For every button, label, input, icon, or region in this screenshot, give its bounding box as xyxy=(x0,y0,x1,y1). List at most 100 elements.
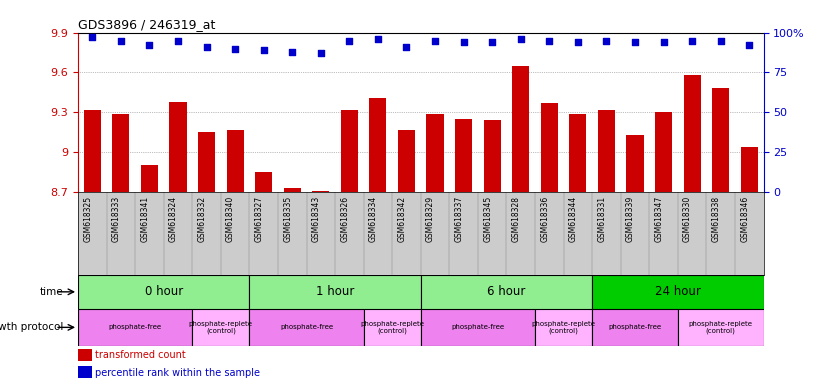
Bar xyxy=(484,120,501,192)
Point xyxy=(657,39,670,45)
Bar xyxy=(369,98,387,192)
Text: transformed count: transformed count xyxy=(95,350,186,360)
Text: GSM618346: GSM618346 xyxy=(741,196,750,242)
Bar xyxy=(250,275,421,309)
Text: GSM618345: GSM618345 xyxy=(484,196,492,242)
Text: GSM618328: GSM618328 xyxy=(511,196,521,242)
Bar xyxy=(569,114,586,192)
Bar xyxy=(84,110,101,192)
Text: phosphate-free: phosphate-free xyxy=(108,324,162,330)
Text: time: time xyxy=(40,287,64,297)
Text: GSM618332: GSM618332 xyxy=(198,196,207,242)
Bar xyxy=(712,88,729,192)
Point xyxy=(200,44,213,50)
Text: 0 hour: 0 hour xyxy=(144,285,183,298)
Bar xyxy=(678,309,764,346)
Text: 6 hour: 6 hour xyxy=(488,285,525,298)
Bar xyxy=(255,172,273,192)
Point xyxy=(714,38,727,44)
Text: GSM618342: GSM618342 xyxy=(397,196,406,242)
Point xyxy=(628,39,641,45)
Text: phosphate-replete
(control): phosphate-replete (control) xyxy=(360,321,424,334)
Point xyxy=(143,42,156,48)
Bar xyxy=(426,114,443,192)
Text: 24 hour: 24 hour xyxy=(655,285,701,298)
Point xyxy=(343,38,356,44)
Text: GSM618326: GSM618326 xyxy=(341,196,350,242)
Text: GSM618344: GSM618344 xyxy=(569,196,578,242)
Text: percentile rank within the sample: percentile rank within the sample xyxy=(95,367,260,377)
Bar xyxy=(455,119,472,192)
Text: GSM618336: GSM618336 xyxy=(540,196,549,242)
Bar xyxy=(192,309,250,346)
Bar xyxy=(78,309,192,346)
Bar xyxy=(78,275,250,309)
Text: growth protocol: growth protocol xyxy=(0,322,64,333)
Bar xyxy=(655,112,672,192)
Text: GSM618347: GSM618347 xyxy=(654,196,663,242)
Bar xyxy=(141,166,158,192)
Bar xyxy=(421,309,535,346)
Point xyxy=(457,39,470,45)
Bar xyxy=(78,366,92,379)
Text: GSM618331: GSM618331 xyxy=(598,196,607,242)
Point xyxy=(85,34,99,40)
Text: phosphate-free: phosphate-free xyxy=(608,324,662,330)
Bar xyxy=(78,349,92,361)
Text: GSM618341: GSM618341 xyxy=(140,196,149,242)
Point xyxy=(571,39,585,45)
Point xyxy=(686,38,699,44)
Text: phosphate-replete
(control): phosphate-replete (control) xyxy=(531,321,595,334)
Text: GSM618339: GSM618339 xyxy=(626,196,635,242)
Point xyxy=(314,50,328,56)
Bar xyxy=(198,132,215,192)
Point xyxy=(400,44,413,50)
Text: GSM618327: GSM618327 xyxy=(255,196,264,242)
Bar xyxy=(741,147,758,192)
Text: GSM618334: GSM618334 xyxy=(369,196,378,242)
Bar xyxy=(341,110,358,192)
Text: GSM618325: GSM618325 xyxy=(83,196,92,242)
Point xyxy=(371,36,384,42)
Bar xyxy=(227,129,244,192)
Point xyxy=(114,38,127,44)
Bar xyxy=(512,66,530,192)
Bar xyxy=(312,191,329,192)
Bar xyxy=(541,103,558,192)
Text: phosphate-free: phosphate-free xyxy=(452,324,504,330)
Point xyxy=(485,39,498,45)
Bar xyxy=(684,75,700,192)
Text: phosphate-replete
(control): phosphate-replete (control) xyxy=(689,321,753,334)
Text: 1 hour: 1 hour xyxy=(316,285,354,298)
Point xyxy=(543,38,556,44)
Bar xyxy=(284,188,300,192)
Point xyxy=(743,42,756,48)
Bar xyxy=(592,309,678,346)
Text: GSM618329: GSM618329 xyxy=(426,196,435,242)
Text: GSM618330: GSM618330 xyxy=(683,196,692,242)
Point xyxy=(600,38,613,44)
Bar xyxy=(421,275,592,309)
Text: GDS3896 / 246319_at: GDS3896 / 246319_at xyxy=(78,18,215,31)
Point xyxy=(257,47,270,53)
Text: phosphate-free: phosphate-free xyxy=(280,324,333,330)
Text: phosphate-replete
(control): phosphate-replete (control) xyxy=(189,321,253,334)
Text: GSM618333: GSM618333 xyxy=(112,196,121,242)
Point xyxy=(228,45,241,51)
Text: GSM618324: GSM618324 xyxy=(169,196,178,242)
Bar xyxy=(626,135,644,192)
Point xyxy=(514,36,527,42)
Bar xyxy=(398,129,415,192)
Text: GSM618340: GSM618340 xyxy=(226,196,235,242)
Bar xyxy=(592,275,764,309)
Text: GSM618337: GSM618337 xyxy=(455,196,464,242)
Text: GSM618338: GSM618338 xyxy=(712,196,721,242)
Point xyxy=(429,38,442,44)
Bar xyxy=(112,114,130,192)
Bar xyxy=(364,309,421,346)
Bar xyxy=(250,309,364,346)
Text: GSM618335: GSM618335 xyxy=(283,196,292,242)
Bar xyxy=(598,110,615,192)
Bar xyxy=(169,102,186,192)
Point xyxy=(172,38,185,44)
